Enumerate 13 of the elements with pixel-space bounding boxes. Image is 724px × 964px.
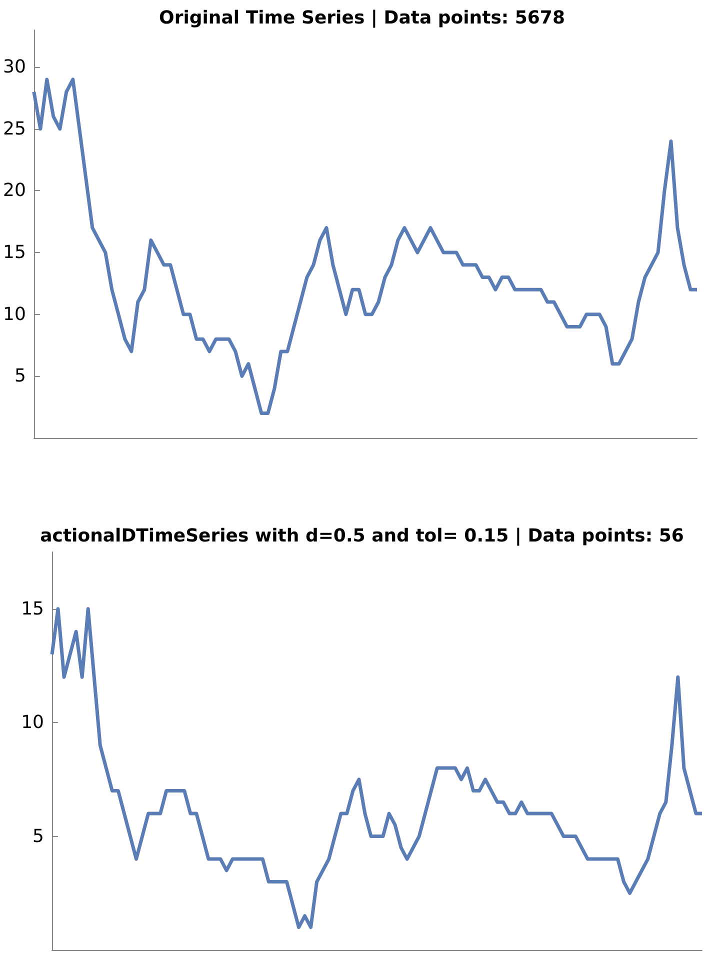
chart-title: Original Time Series | Data points: 5678: [159, 8, 565, 28]
y-tick-label: 5: [32, 826, 44, 847]
y-tick-label: 30: [3, 56, 26, 78]
line-series: [32, 78, 699, 416]
y-tick-label: 5: [14, 366, 26, 387]
y-tick-label: 15: [21, 598, 44, 620]
line-series: [50, 607, 704, 930]
y-tick-label: 10: [21, 712, 44, 734]
y-tick-label: 25: [3, 118, 26, 140]
y-tick-label: 20: [3, 180, 26, 202]
y-tick-label: 10: [3, 304, 26, 325]
chart-title: actionalDTimeSeries with d=0.5 and tol= 0.15 | Data points: 56: [40, 526, 684, 546]
y-tick-label: 15: [3, 242, 26, 264]
